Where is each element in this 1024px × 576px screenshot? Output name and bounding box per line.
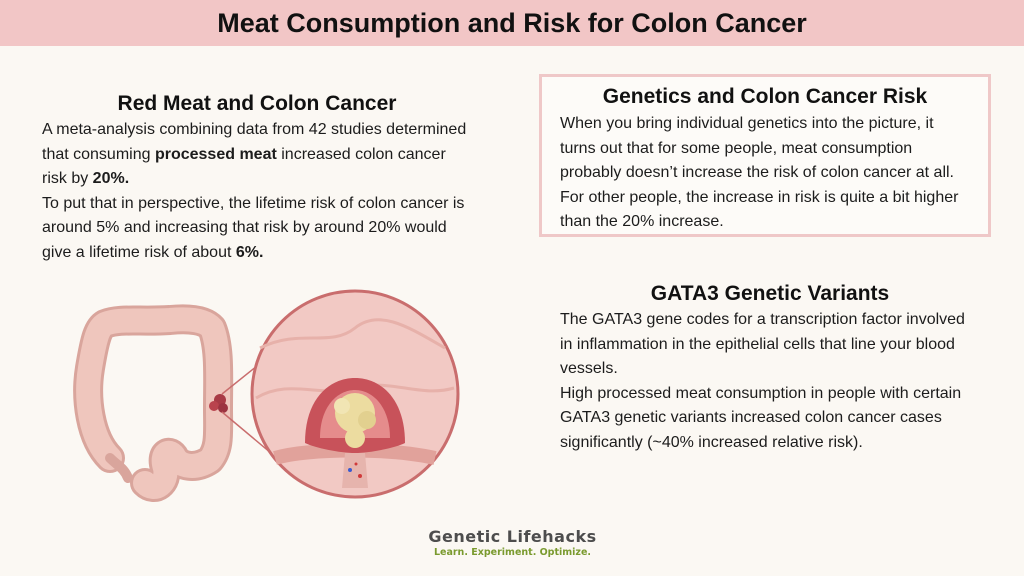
page-title: Meat Consumption and Risk for Colon Canc… [217, 7, 807, 38]
genetics-box: Genetics and Colon Cancer Risk When you … [539, 74, 991, 237]
brand-logo: Genetic Lifehacks Learn. Experiment. Opt… [420, 527, 605, 558]
magnified-tumor-icon [250, 289, 460, 499]
red-meat-title: Red Meat and Colon Cancer [117, 92, 397, 115]
red-meat-p2-text: To put that in perspective, the lifetime… [42, 194, 465, 261]
gata3-title: GATA3 Genetic Variants [650, 282, 890, 305]
six-percent-emphasis: 6%. [235, 243, 264, 261]
gata3-section: GATA3 Genetic Variants The GATA3 gene co… [560, 282, 980, 455]
red-meat-p1-text-a: A meta-analysis combining data from 42 s… [42, 121, 467, 163]
red-meat-p1-text-b: increased colon cancer risk by [42, 145, 446, 188]
colon-icon [73, 304, 234, 502]
brand-name: Genetic Lifehacks [428, 527, 597, 546]
header-banner: Meat Consumption and Risk for Colon Canc… [0, 0, 1024, 46]
twenty-percent-emphasis: 20%. [92, 170, 130, 187]
red-meat-section: Red Meat and Colon Cancer A meta-analysi… [42, 92, 472, 265]
genetics-paragraph: When you bring individual genetics into … [560, 115, 959, 230]
tumor-spot-icon [209, 394, 228, 413]
gata3-paragraph-1: The GATA3 gene codes for a transcription… [560, 311, 965, 377]
gata3-paragraph-2: High processed meat consumption in peopl… [560, 384, 962, 451]
genetics-title: Genetics and Colon Cancer Risk [602, 85, 928, 108]
colon-illustration [73, 289, 460, 502]
processed-meat-emphasis: processed meat [154, 145, 277, 163]
red-meat-paragraph-1: A meta-analysis combining data from 42 s… [42, 118, 472, 192]
red-meat-paragraph-2: To put that in perspective, the lifetime… [42, 192, 472, 266]
brand-tagline: Learn. Experiment. Optimize. [433, 547, 592, 558]
